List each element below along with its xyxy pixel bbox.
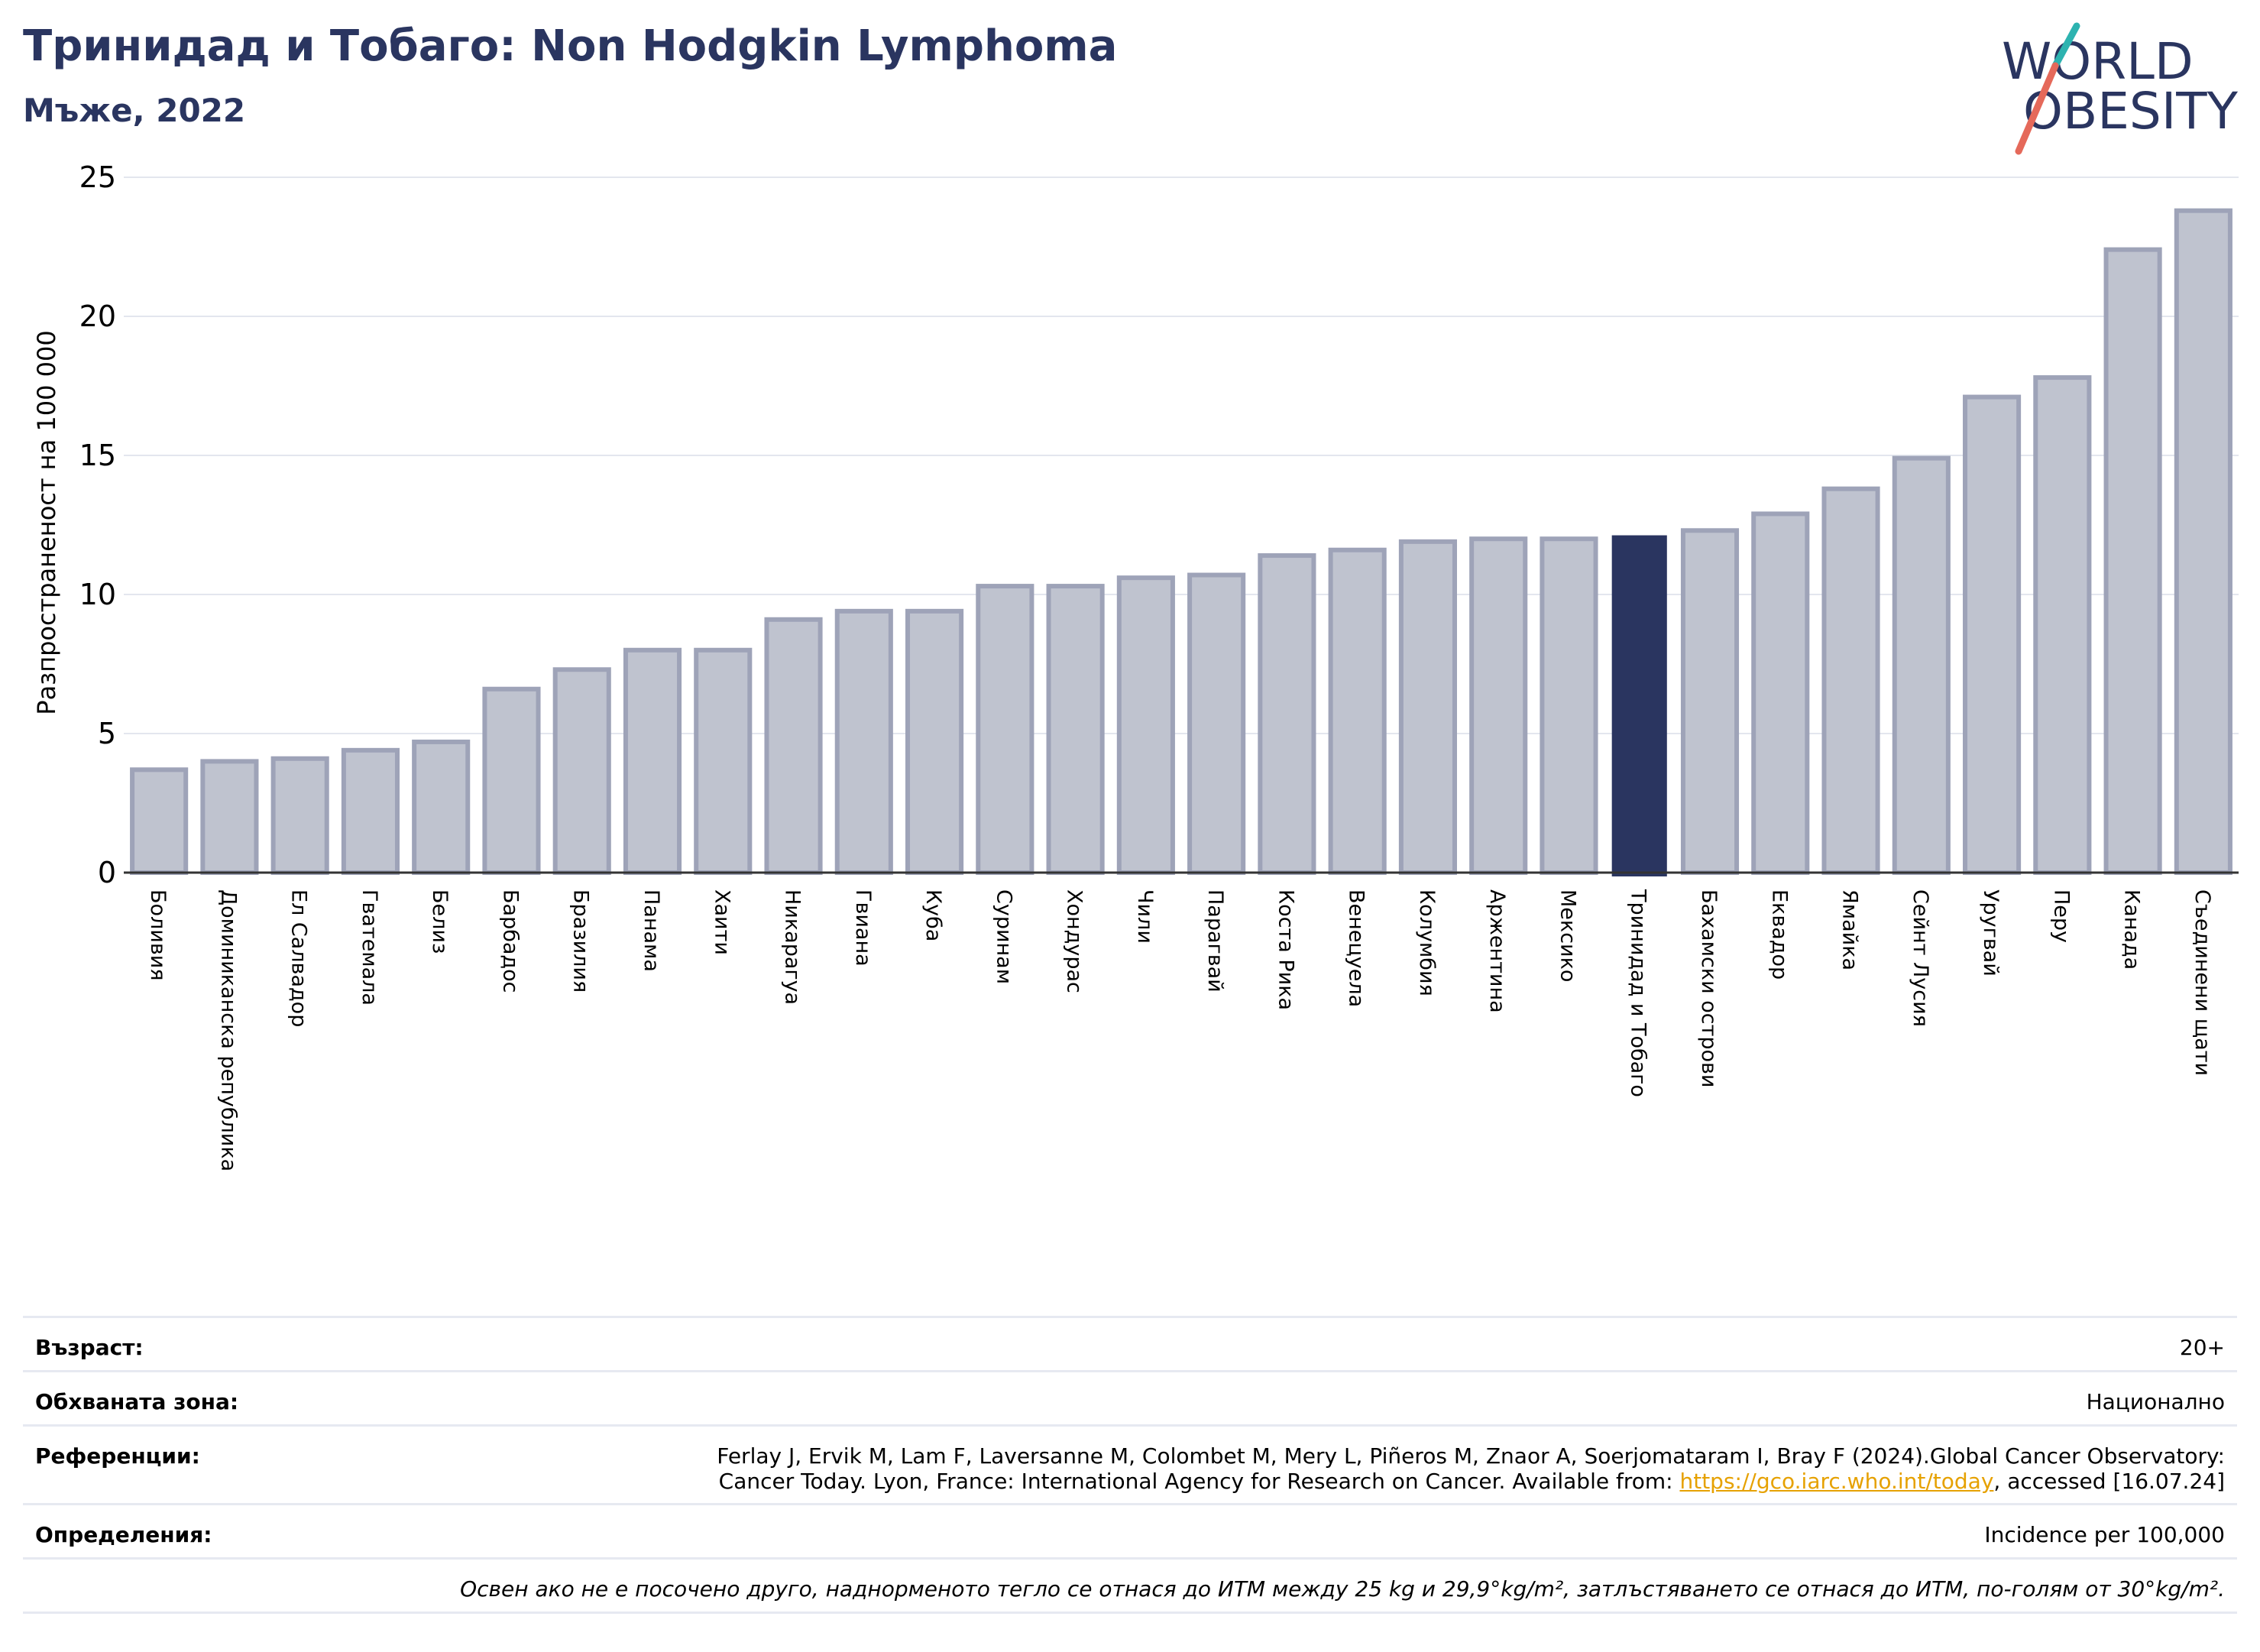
logo-text-obesity: OBESITY	[2023, 82, 2239, 141]
y-tick-label: 25	[79, 160, 116, 194]
bar	[2174, 208, 2232, 875]
bar	[694, 647, 753, 875]
bar	[1892, 455, 1951, 875]
x-tick-label: Ел Салвадор	[287, 889, 311, 1027]
logo-slash-red	[2015, 62, 2059, 155]
x-tick-label: Ямайка	[1838, 889, 1862, 970]
bar	[1751, 511, 1810, 875]
bar	[764, 617, 823, 875]
bar	[1398, 539, 1457, 876]
x-tick-label: Венецуела	[1345, 889, 1368, 1007]
logo-slash-teal	[2051, 22, 2080, 70]
x-tick-label: Суринам	[992, 889, 1015, 984]
info-row-area: Обхваната зона: Национално	[23, 1370, 2237, 1424]
bar	[2033, 375, 2092, 875]
y-axis-ticks: 0 5 10 15 20 25	[79, 160, 116, 889]
references-line-2-post: , accessed [16.07.24]	[1993, 1469, 2225, 1494]
bar	[552, 667, 611, 876]
x-tick-label: Хондурас	[1063, 889, 1086, 993]
age-label: Възраст:	[35, 1335, 144, 1360]
x-tick-label: Колумбия	[1415, 889, 1439, 996]
bar	[482, 686, 541, 876]
y-tick-label: 15	[79, 439, 116, 472]
bar	[1680, 528, 1740, 876]
bar	[1046, 584, 1105, 876]
info-row-definitions: Определения: Incidence per 100,000	[23, 1503, 2237, 1557]
logo-text-world: WORLD	[2002, 32, 2194, 91]
bar	[341, 747, 400, 876]
bar	[1328, 547, 1387, 875]
x-tick-label: Боливия	[146, 889, 170, 981]
x-tick-label: Панама	[639, 889, 663, 972]
x-tick-label: Парагвай	[1203, 889, 1227, 993]
bar	[200, 759, 259, 876]
x-tick-label: Еквадор	[1767, 889, 1791, 980]
x-tick-label: Съединени щати	[2190, 889, 2214, 1076]
bar	[412, 739, 471, 875]
x-tick-label: Канада	[2120, 889, 2144, 970]
x-tick-label: Хаити	[710, 889, 733, 955]
references-line-2: Cancer Today. Lyon, France: Internationa…	[717, 1469, 2225, 1494]
references-value: Ferlay J, Ervik M, Lam F, Laversanne M, …	[717, 1443, 2225, 1494]
age-value: 20+	[2179, 1335, 2225, 1360]
bars	[130, 208, 2232, 876]
x-tick-label: Сейнт Лусия	[1909, 889, 1932, 1027]
chart-subtitle: Мъже, 2022	[23, 92, 246, 129]
bar	[1187, 572, 1246, 876]
bar	[2103, 247, 2162, 875]
y-tick-label: 10	[79, 578, 116, 611]
references-label: Референции:	[35, 1443, 200, 1469]
definitions-label: Определения:	[35, 1522, 212, 1547]
info-row-age: Възраст: 20+	[23, 1316, 2237, 1370]
y-tick-label: 20	[79, 300, 116, 333]
bar	[905, 608, 964, 876]
bar	[1116, 575, 1175, 875]
x-tick-label: Тринидад и Тобаго	[1627, 889, 1650, 1097]
references-link[interactable]: https://gco.iarc.who.int/today	[1679, 1469, 1994, 1494]
bar-chart: 0 5 10 15 20 25 Разпространеност на 100 000 Б…	[32, 160, 2239, 1171]
x-tick-label: Бразилия	[569, 889, 593, 993]
x-tick-label: Бахамски острови	[1697, 889, 1721, 1087]
references-line-1: Ferlay J, Ervik M, Lam F, Laversanne M, …	[717, 1443, 2225, 1469]
bar	[1963, 394, 2022, 875]
bar	[1821, 486, 1880, 875]
bar	[130, 767, 189, 875]
bar	[834, 608, 893, 876]
x-tick-label: Гватемала	[358, 889, 381, 1006]
x-tick-label: Доминиканска република	[216, 889, 240, 1171]
x-tick-label: Куба	[921, 889, 945, 941]
world-obesity-logo: WORLD OBESITY	[2002, 22, 2239, 155]
x-tick-label: Белиз	[428, 889, 452, 954]
x-axis-labels: Боливия Доминиканска република Ел Салвадор…	[146, 889, 2214, 1171]
y-tick-label: 5	[98, 717, 116, 750]
x-tick-label: Чили	[1133, 889, 1157, 944]
bar-highlighted	[1611, 535, 1667, 876]
x-tick-label: Гвиана	[851, 889, 875, 967]
definitions-value: Incidence per 100,000	[1984, 1522, 2225, 1547]
x-tick-label: Никарагуа	[781, 889, 805, 1005]
x-tick-label: Перу	[2049, 889, 2073, 943]
info-row-note: Освен ако не е посочено друго, наднормен…	[23, 1557, 2237, 1614]
y-axis-label: Разпространеност на 100 000	[32, 330, 61, 714]
x-tick-label: Уругвай	[1979, 889, 2003, 977]
bar	[1469, 536, 1528, 875]
y-tick-label: 0	[98, 856, 116, 889]
area-value: Национално	[2086, 1389, 2225, 1414]
x-tick-label: Барбадос	[498, 889, 522, 993]
bar	[1540, 536, 1598, 875]
bar	[270, 756, 329, 876]
chart-title: Тринидад и Тобаго: Non Hodgkin Lymphoma	[23, 21, 1118, 71]
references-line-2-pre: Cancer Today. Lyon, France: Internationa…	[718, 1469, 1680, 1494]
gridlines	[124, 177, 2239, 734]
x-tick-label: Мексико	[1556, 889, 1579, 982]
info-row-references: Референции: Ferlay J, Ervik M, Lam F, La…	[23, 1424, 2237, 1503]
bar	[623, 647, 682, 875]
bar	[976, 584, 1034, 876]
area-label: Обхваната зона:	[35, 1389, 239, 1414]
bar	[1258, 553, 1316, 875]
info-table: Възраст: 20+ Обхваната зона: Национално …	[23, 1316, 2237, 1614]
x-tick-label: Аржентина	[1485, 889, 1509, 1013]
x-tick-label: Коста Рика	[1274, 889, 1297, 1010]
footnote: Освен ако не е посочено друго, наднормен…	[460, 1576, 2225, 1602]
